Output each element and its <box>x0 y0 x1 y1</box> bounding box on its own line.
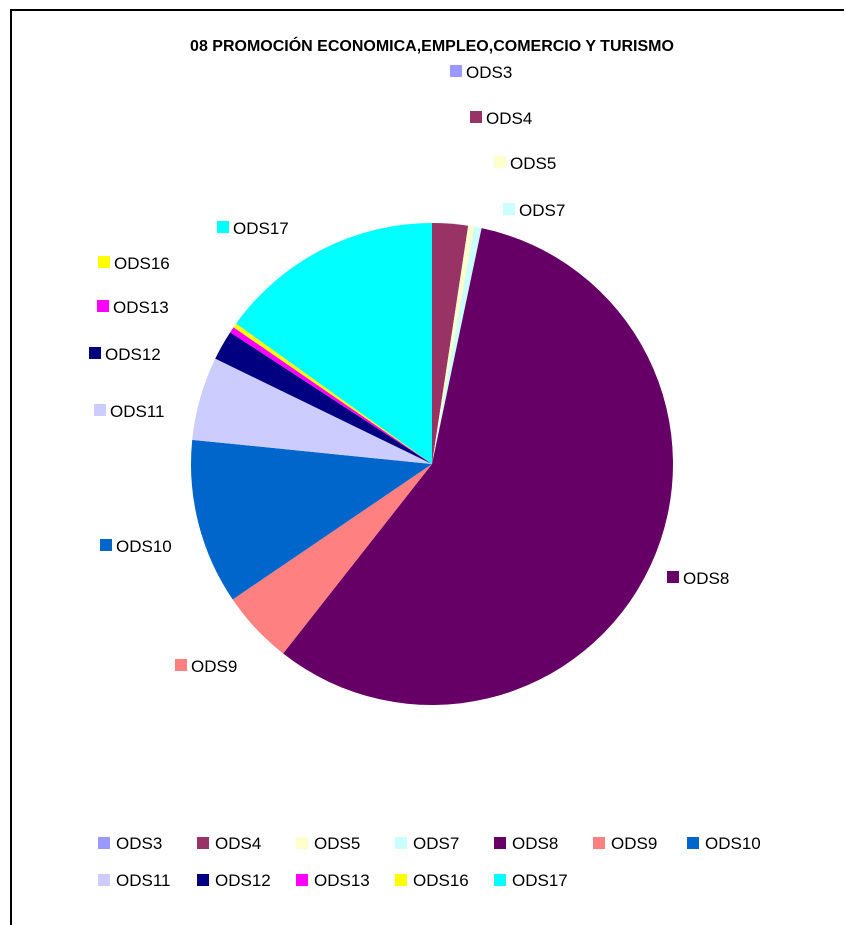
legend-item-ods12: ODS12 <box>197 871 271 890</box>
pie-slice-ods13 <box>230 327 432 464</box>
data-label-text: ODS8 <box>683 569 729 588</box>
legend-label: ODS11 <box>116 871 171 890</box>
legend-swatch <box>296 837 308 849</box>
data-label-text: ODS12 <box>105 345 161 364</box>
data-label-swatch <box>217 221 229 233</box>
legend-item-ods13: ODS13 <box>296 871 370 890</box>
legend-swatch <box>395 837 407 849</box>
pie-slices <box>191 223 674 706</box>
data-label-ods3: ODS3 <box>450 63 512 82</box>
pie-slice-ods9 <box>232 464 432 654</box>
legend-label: ODS8 <box>512 834 558 853</box>
pie-slice-ods12 <box>215 332 432 464</box>
legend-item-ods5: ODS5 <box>296 834 360 853</box>
legend: ODS3 ODS4 ODS5 ODS7 ODS8 ODS9 ODS10 ODS11 ODS12 O… <box>98 834 761 890</box>
legend-item-ods3: ODS3 <box>98 834 162 853</box>
data-label-text: ODS3 <box>466 63 512 82</box>
legend-swatch <box>98 837 110 849</box>
data-label-swatch <box>175 659 187 671</box>
pie-slice-ods17 <box>236 223 432 464</box>
legend-swatch <box>494 874 506 886</box>
data-label-ods5: ODS5 <box>494 154 556 173</box>
data-label-swatch <box>98 256 110 268</box>
data-label-ods7: ODS7 <box>503 201 565 220</box>
data-label-ods4: ODS4 <box>470 109 532 128</box>
data-label-text: ODS5 <box>510 154 556 173</box>
chart-title: 08 PROMOCIÓN ECONOMICA,EMPLEO,COMERCIO Y… <box>190 36 674 55</box>
legend-item-ods16: ODS16 <box>395 871 469 890</box>
data-label-ods8: ODS8 <box>667 569 729 588</box>
data-label-text: ODS7 <box>519 201 565 220</box>
data-label-ods17: ODS17 <box>217 219 289 238</box>
legend-label: ODS10 <box>705 834 761 853</box>
legend-swatch <box>296 874 308 886</box>
legend-swatch <box>197 874 209 886</box>
data-label-text: ODS4 <box>486 109 532 128</box>
legend-swatch <box>593 837 605 849</box>
legend-item-ods11: ODS11 <box>98 871 171 890</box>
data-label-ods10: ODS10 <box>100 537 172 556</box>
pie-slice-ods8 <box>283 228 674 706</box>
legend-label: ODS4 <box>215 834 261 853</box>
data-label-swatch <box>94 404 106 416</box>
data-label-swatch <box>89 347 101 359</box>
legend-item-ods7: ODS7 <box>395 834 459 853</box>
data-label-ods16: ODS16 <box>98 254 170 273</box>
data-label-text: ODS9 <box>191 657 237 676</box>
data-label-text: ODS17 <box>233 219 289 238</box>
legend-item-ods4: ODS4 <box>197 834 261 853</box>
legend-item-ods8: ODS8 <box>494 834 558 853</box>
data-label-ods11: ODS11 <box>94 402 165 421</box>
legend-label: ODS9 <box>611 834 657 853</box>
legend-swatch <box>395 874 407 886</box>
legend-swatch <box>687 837 699 849</box>
legend-label: ODS13 <box>314 871 370 890</box>
legend-label: ODS3 <box>116 834 162 853</box>
legend-swatch <box>98 874 110 886</box>
data-labels: ODS3 ODS4 ODS5 ODS7 ODS8 ODS9 ODS10 ODS11 ODS12 O… <box>89 63 729 676</box>
frame-left-border <box>10 9 12 925</box>
legend-swatch <box>197 837 209 849</box>
data-label-swatch <box>503 203 515 215</box>
legend-item-ods17: ODS17 <box>494 871 568 890</box>
data-label-text: ODS10 <box>116 537 172 556</box>
legend-item-ods10: ODS10 <box>687 834 761 853</box>
legend-item-ods9: ODS9 <box>593 834 657 853</box>
data-label-text: ODS13 <box>113 298 169 317</box>
legend-label: ODS16 <box>413 871 469 890</box>
data-label-swatch <box>450 65 462 77</box>
legend-label: ODS12 <box>215 871 271 890</box>
legend-swatch <box>494 837 506 849</box>
pie-slice-ods4 <box>432 223 469 464</box>
data-label-text: ODS11 <box>110 402 165 421</box>
pie-slice-ods7 <box>432 226 482 464</box>
legend-label: ODS7 <box>413 834 459 853</box>
data-label-swatch <box>494 156 506 168</box>
pie-slice-ods10 <box>191 439 432 600</box>
data-label-ods12: ODS12 <box>89 345 161 364</box>
pie-slice-ods5 <box>432 225 475 464</box>
data-label-swatch <box>97 300 109 312</box>
data-label-swatch <box>667 571 679 583</box>
data-label-ods13: ODS13 <box>97 298 169 317</box>
data-label-swatch <box>100 539 112 551</box>
frame-top-border <box>10 9 844 11</box>
data-label-ods9: ODS9 <box>175 657 237 676</box>
data-label-swatch <box>470 111 482 123</box>
legend-label: ODS17 <box>512 871 568 890</box>
pie-slice-ods16 <box>233 323 432 464</box>
data-label-text: ODS16 <box>114 254 170 273</box>
pie-slice-ods11 <box>192 358 432 464</box>
legend-label: ODS5 <box>314 834 360 853</box>
